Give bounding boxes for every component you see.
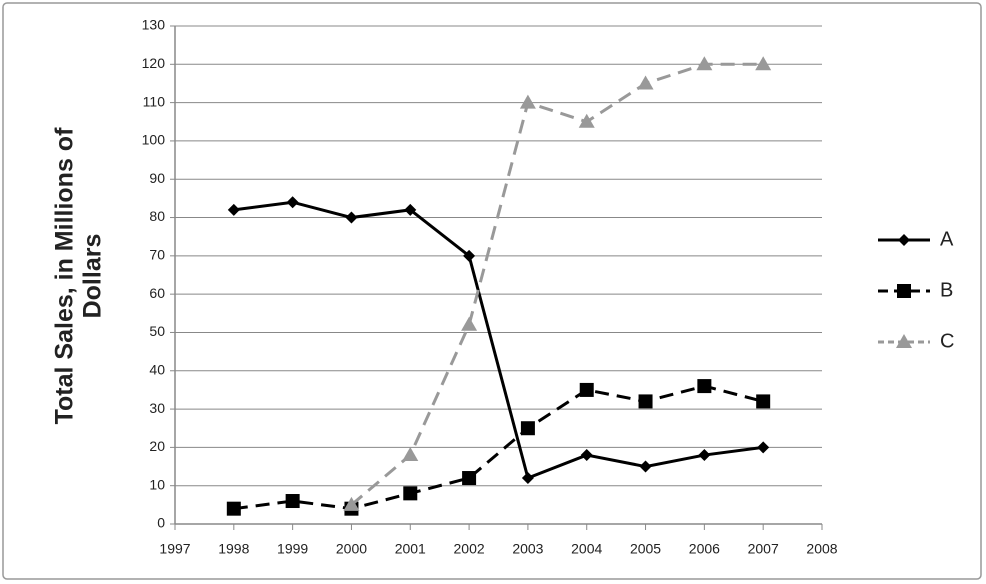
marker [285,494,300,509]
y-tick-label: 80 [149,208,165,224]
marker [638,394,653,409]
y-tick-label: 40 [149,361,165,377]
marker [579,382,594,397]
marker [226,501,241,516]
marker [578,113,595,128]
legend-marker [896,334,912,348]
legend-label: A [940,228,954,250]
legend-marker [898,234,910,246]
marker [462,471,477,486]
marker [755,56,772,71]
series-line [233,384,764,511]
x-tick-label: 2007 [748,541,779,557]
y-tick-label: 60 [149,285,165,301]
marker [757,441,770,454]
marker [697,379,712,394]
series-line [350,62,764,506]
marker [461,316,478,331]
x-tick-label: 2000 [336,541,367,557]
y-tick-label: 100 [142,132,166,148]
marker [637,75,654,90]
x-tick-label: 1997 [159,541,190,557]
marker [519,94,536,109]
marker [345,211,358,224]
x-tick-label: 1999 [277,541,308,557]
marker [343,496,360,511]
marker [698,449,711,462]
marker [403,486,418,501]
y-tick-label: 110 [143,93,166,109]
legend-marker [897,284,911,298]
x-tick-label: 2004 [571,541,602,557]
y-tick-label: 90 [149,170,165,186]
x-tick-label: 1998 [218,541,249,557]
y-tick-label: 70 [149,247,165,263]
marker [696,56,713,71]
marker [286,196,299,209]
legend-label: C [940,330,954,352]
legend-label: B [940,279,953,301]
marker [227,203,240,216]
y-tick-label: 0 [157,515,165,531]
marker [756,394,771,409]
y-axis-label: Total Sales, in Millions of [51,127,79,424]
y-tick-label: 30 [149,400,165,416]
y-axis-label: Dollars [79,234,107,319]
marker [639,460,652,473]
marker [404,203,417,216]
y-tick-label: 130 [142,17,166,33]
marker [521,472,534,485]
marker [402,447,419,462]
x-tick-label: 2008 [806,541,837,557]
x-tick-label: 2002 [454,541,485,557]
x-tick-label: 2003 [512,541,543,557]
y-tick-label: 120 [142,55,166,71]
x-tick-label: 2005 [630,541,661,557]
marker [580,449,593,462]
marker [463,249,476,262]
marker [520,421,535,436]
x-tick-label: 2001 [395,541,426,557]
x-tick-label: 2006 [689,541,720,557]
series-line [233,200,764,481]
y-tick-label: 10 [149,476,165,492]
y-tick-label: 20 [149,438,165,454]
y-tick-label: 50 [149,323,165,339]
